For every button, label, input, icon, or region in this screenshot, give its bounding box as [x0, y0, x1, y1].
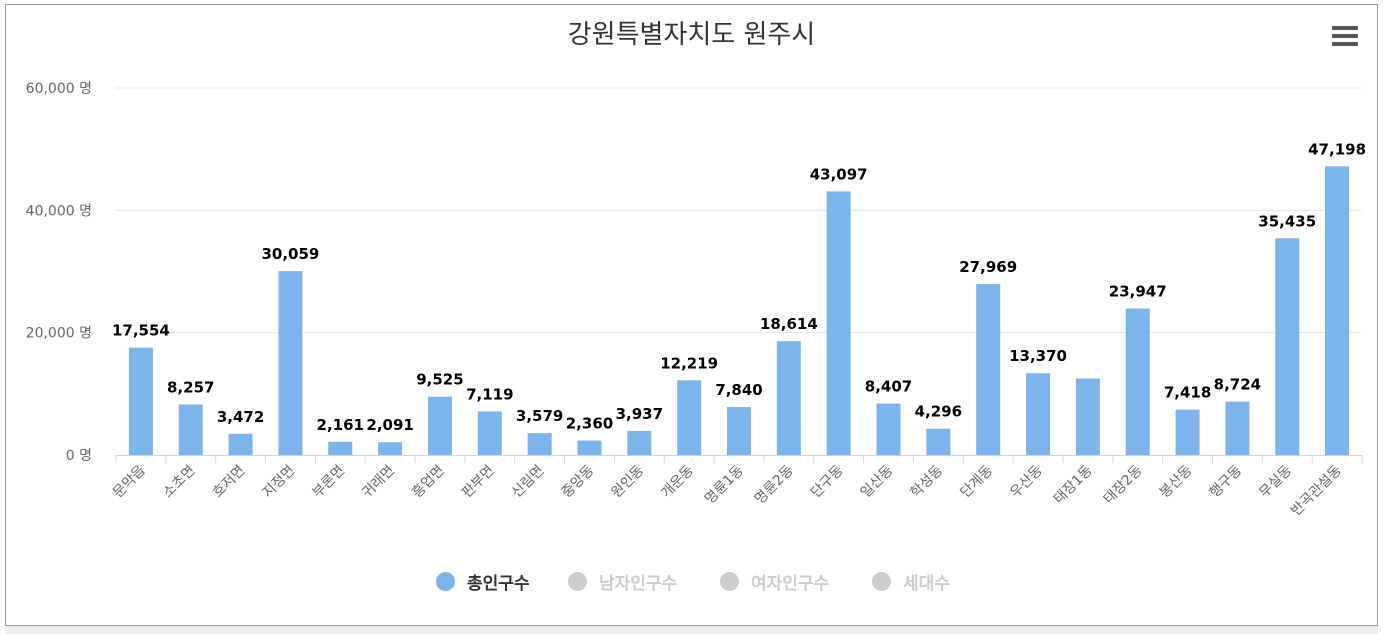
x-tick-label: 태장2동 [1101, 462, 1146, 507]
chart-plot: 0 명 20,000 명 40,000 명 60,000 명 17,554 문막읍 8,25… [26, 81, 1366, 519]
data-label: 2,161 [317, 416, 364, 434]
legend-label: 총인구수 [467, 573, 530, 594]
legend-marker [720, 571, 739, 591]
x-tick-label: 개운동 [658, 462, 697, 501]
data-label: 8,257 [167, 378, 214, 396]
bar-개운동[interactable] [677, 380, 702, 455]
data-label: 43,097 [810, 165, 868, 183]
y-tick-label: 20,000 명 [26, 326, 92, 342]
x-tick-label: 무실동 [1256, 462, 1295, 501]
data-label: 13,370 [1009, 347, 1067, 365]
bar-일산동[interactable] [876, 403, 901, 455]
bar-단구동[interactable] [826, 191, 851, 455]
bar-단계동[interactable] [976, 283, 1001, 455]
bar-우산동[interactable] [1026, 373, 1051, 455]
bar-원인동[interactable] [627, 430, 652, 455]
data-label: 17,554 [112, 322, 170, 340]
x-tick-label: 우산동 [1007, 462, 1046, 501]
bar-학성동[interactable] [926, 428, 951, 455]
x-tick-label: 호저면 [210, 463, 249, 502]
legend-marker [872, 571, 891, 591]
bar-귀래면[interactable] [378, 442, 403, 455]
bar-흥업면[interactable] [427, 396, 452, 455]
data-label: 12,219 [660, 354, 718, 372]
y-tick-label: 40,000 명 [26, 203, 92, 219]
bar-봉산동[interactable] [1175, 409, 1200, 455]
bar-반곡관설동[interactable] [1325, 166, 1350, 455]
page-bottom-strip [5, 626, 1378, 634]
data-label: 3,472 [217, 408, 264, 426]
data-label: 3,579 [516, 407, 563, 425]
bar-부론면[interactable] [328, 441, 353, 455]
data-label: 35,435 [1258, 212, 1316, 230]
bar-판부면[interactable] [477, 411, 502, 455]
x-tick-label: 단구동 [808, 462, 847, 501]
x-tick-label: 귀래면 [359, 463, 398, 502]
bar-문막읍[interactable] [128, 347, 153, 455]
data-label: 7,418 [1164, 384, 1211, 402]
x-tick-label: 판부면 [459, 463, 498, 502]
bar-명륜2동[interactable] [776, 341, 801, 455]
x-tick-label: 명륜1동 [702, 462, 747, 507]
y-tick-label: 0 명 [66, 448, 92, 464]
bar-신림면[interactable] [527, 433, 552, 455]
x-tick-label: 지정면 [260, 463, 299, 502]
data-label: 7,840 [715, 381, 762, 399]
data-label: 30,059 [261, 245, 319, 263]
legend-item-3[interactable]: 여자인구수 [720, 568, 829, 594]
x-tick-label: 명륜2동 [752, 462, 797, 507]
legend-label: 남자인구수 [599, 573, 678, 594]
x-tick-label: 반곡관설동 [1288, 462, 1345, 519]
x-tick-label: 봉산동 [1157, 462, 1196, 501]
x-tick-label: 학성동 [908, 462, 947, 501]
x-tick-label: 문막읍 [110, 462, 149, 501]
y-tick-label: 60,000 명 [26, 81, 92, 97]
x-tick-label: 흥업면 [409, 463, 448, 502]
x-tick-label: 원인동 [609, 462, 648, 501]
bar-태장2동[interactable] [1125, 308, 1150, 455]
bar-태장1동[interactable] [1075, 378, 1100, 455]
data-label: 23,947 [1109, 283, 1167, 301]
data-label: 47,198 [1308, 140, 1366, 158]
legend-label: 여자인구수 [751, 573, 830, 594]
bar-지정면[interactable] [278, 271, 303, 455]
data-label: 27,969 [959, 258, 1017, 276]
bar-소초면[interactable] [178, 404, 203, 455]
x-tick-label: 태장1동 [1051, 462, 1096, 507]
legend-label: 세대수 [903, 573, 950, 594]
data-label: 8,724 [1214, 376, 1261, 394]
legend-item-4[interactable]: 세대수 [872, 568, 950, 594]
data-label: 8,407 [865, 378, 912, 396]
bar-명륜1동[interactable] [727, 407, 751, 455]
legend-marker [568, 571, 587, 591]
legend: 총인구수 남자인구수 여자인구수 세대수 [0, 568, 1383, 594]
data-label: 4,296 [915, 403, 962, 421]
data-label: 7,119 [466, 385, 513, 403]
data-label: 2,091 [366, 416, 413, 434]
x-tick-label: 부론면 [309, 463, 348, 502]
chart-title: 강원특별자치도 원주시 [567, 20, 816, 50]
bar-무실동[interactable] [1275, 238, 1300, 455]
legend-item-2[interactable]: 남자인구수 [568, 568, 677, 594]
data-label: 9,525 [416, 371, 463, 389]
bar-행구동[interactable] [1225, 401, 1250, 455]
x-tick-label: 단계동 [957, 462, 996, 501]
bar-중앙동[interactable] [577, 440, 602, 455]
x-tick-label: 일산동 [858, 462, 897, 501]
data-label: 2,360 [566, 415, 613, 433]
data-label: 3,937 [616, 405, 663, 423]
legend-marker [436, 571, 455, 591]
x-tick-label: 행구동 [1207, 462, 1246, 501]
x-tick-label: 신림면 [509, 463, 548, 502]
x-tick-label: 중앙동 [559, 462, 598, 501]
legend-item-1[interactable]: 총인구수 [436, 568, 530, 594]
hamburger-menu-icon[interactable] [1332, 26, 1360, 50]
data-label: 18,614 [760, 315, 818, 333]
bar-호저면[interactable] [228, 433, 253, 455]
x-tick-label: 소초면 [160, 463, 199, 502]
